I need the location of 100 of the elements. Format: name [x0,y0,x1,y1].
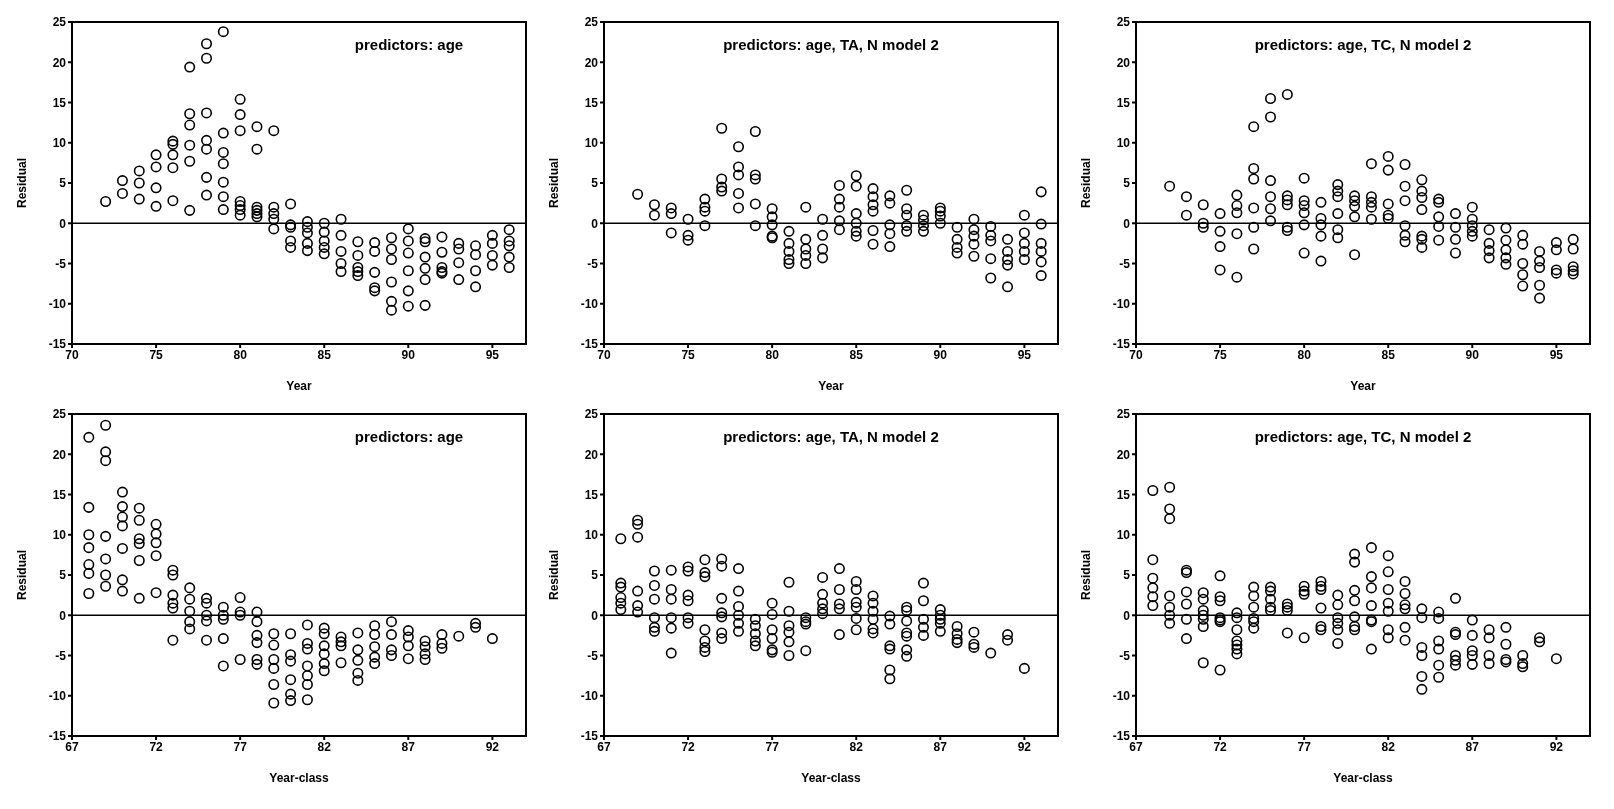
x-axis-title: Year [818,379,845,393]
x-tick-label: 82 [849,739,864,754]
y-tick-label: 0 [1123,608,1131,623]
x-tick-label: 92 [1017,739,1032,754]
x-tick-label: 90 [1465,347,1480,362]
x-tick-label: 70 [1129,347,1143,362]
annotation: predictors: age, TC, N model 2 [1254,428,1472,445]
y-tick-label: 10 [52,136,67,151]
y-tick-label: 20 [1116,55,1131,70]
y-tick-label: 20 [584,447,599,462]
x-axis-title: Year-class [269,771,330,785]
y-tick-label: -5 [55,256,67,271]
y-tick-label: 0 [59,216,67,231]
x-tick-label: 75 [1213,347,1228,362]
y-tick-label: 10 [52,528,67,543]
y-tick-label: -5 [55,648,67,663]
y-axis-title: Residual [15,157,30,209]
y-tick-label: 10 [584,528,599,543]
y-tick-label: 5 [591,176,599,191]
y-tick-label: 25 [52,407,67,422]
x-tick-label: 72 [1213,739,1228,754]
y-tick-label: 20 [1116,447,1131,462]
x-tick-label: 95 [1549,347,1564,362]
y-tick-label: -10 [580,297,599,312]
y-tick-label: -5 [587,256,599,271]
y-tick-label: 0 [591,608,599,623]
x-tick-label: 70 [65,347,79,362]
y-tick-label: 20 [52,55,67,70]
x-tick-label: 82 [317,739,332,754]
x-axis-title: Year-class [801,771,862,785]
y-tick-label: -5 [587,648,599,663]
y-tick-label: 25 [584,15,599,30]
x-axis-title: Year-class [1333,771,1394,785]
x-tick-label: 75 [149,347,164,362]
y-tick-label: 10 [1116,136,1131,151]
annotation: predictors: age [354,36,464,53]
x-tick-label: 70 [597,347,611,362]
y-tick-label: 5 [591,568,599,583]
y-tick-label: 25 [52,15,67,30]
y-tick-label: 0 [1123,216,1131,231]
y-tick-label: -5 [1119,256,1131,271]
annotation: predictors: age [354,428,464,445]
y-tick-label: 25 [1116,15,1131,30]
x-tick-label: 80 [1297,347,1312,362]
x-tick-label: 95 [1017,347,1032,362]
y-tick-label: -15 [48,729,67,744]
y-tick-label: -10 [1112,689,1131,704]
y-tick-label: -15 [1112,729,1131,744]
y-axis-title: Residual [547,549,562,601]
annotation: predictors: age, TA, N model 2 [723,428,939,445]
x-tick-label: 90 [401,347,416,362]
x-tick-label: 67 [1129,739,1143,754]
x-tick-label: 77 [233,739,248,754]
y-tick-label: 10 [1116,528,1131,543]
y-tick-label: -10 [580,689,599,704]
y-tick-label: 15 [1116,95,1131,110]
y-tick-label: 20 [584,55,599,70]
y-tick-label: -10 [48,689,67,704]
y-tick-label: -15 [580,729,599,744]
y-tick-label: 0 [591,216,599,231]
x-tick-label: 95 [485,347,500,362]
y-tick-label: 5 [59,568,67,583]
y-tick-label: 10 [584,136,599,151]
x-tick-label: 72 [149,739,164,754]
x-tick-label: 85 [1381,347,1396,362]
y-tick-label: 25 [1116,407,1131,422]
y-tick-label: -10 [1112,297,1131,312]
x-tick-label: 87 [933,739,948,754]
y-axis-title: Residual [1079,549,1094,601]
y-tick-label: -5 [1119,648,1131,663]
y-tick-label: 25 [584,407,599,422]
y-tick-label: -10 [48,297,67,312]
y-tick-label: 15 [52,487,67,502]
x-tick-label: 80 [233,347,248,362]
y-tick-label: 0 [59,608,67,623]
y-axis-title: Residual [15,549,30,601]
x-tick-label: 87 [1465,739,1480,754]
y-tick-label: 15 [1116,487,1131,502]
x-tick-label: 82 [1381,739,1396,754]
x-tick-label: 85 [317,347,332,362]
x-axis-title: Year [1350,379,1377,393]
x-tick-label: 92 [1549,739,1564,754]
y-axis-title: Residual [547,157,562,209]
x-tick-label: 87 [401,739,416,754]
y-axis-title: Residual [1079,157,1094,209]
x-tick-label: 75 [681,347,696,362]
annotation: predictors: age, TC, N model 2 [1254,36,1472,53]
y-tick-label: 15 [584,487,599,502]
x-tick-label: 72 [681,739,696,754]
y-tick-label: 5 [59,176,67,191]
x-tick-label: 85 [849,347,864,362]
x-tick-label: 67 [597,739,611,754]
y-tick-label: 5 [1123,568,1131,583]
x-tick-label: 80 [765,347,780,362]
x-axis-title: Year [286,379,313,393]
y-tick-label: 5 [1123,176,1131,191]
y-tick-label: 15 [584,95,599,110]
y-tick-label: 20 [52,447,67,462]
x-tick-label: 67 [65,739,79,754]
x-tick-label: 92 [485,739,500,754]
